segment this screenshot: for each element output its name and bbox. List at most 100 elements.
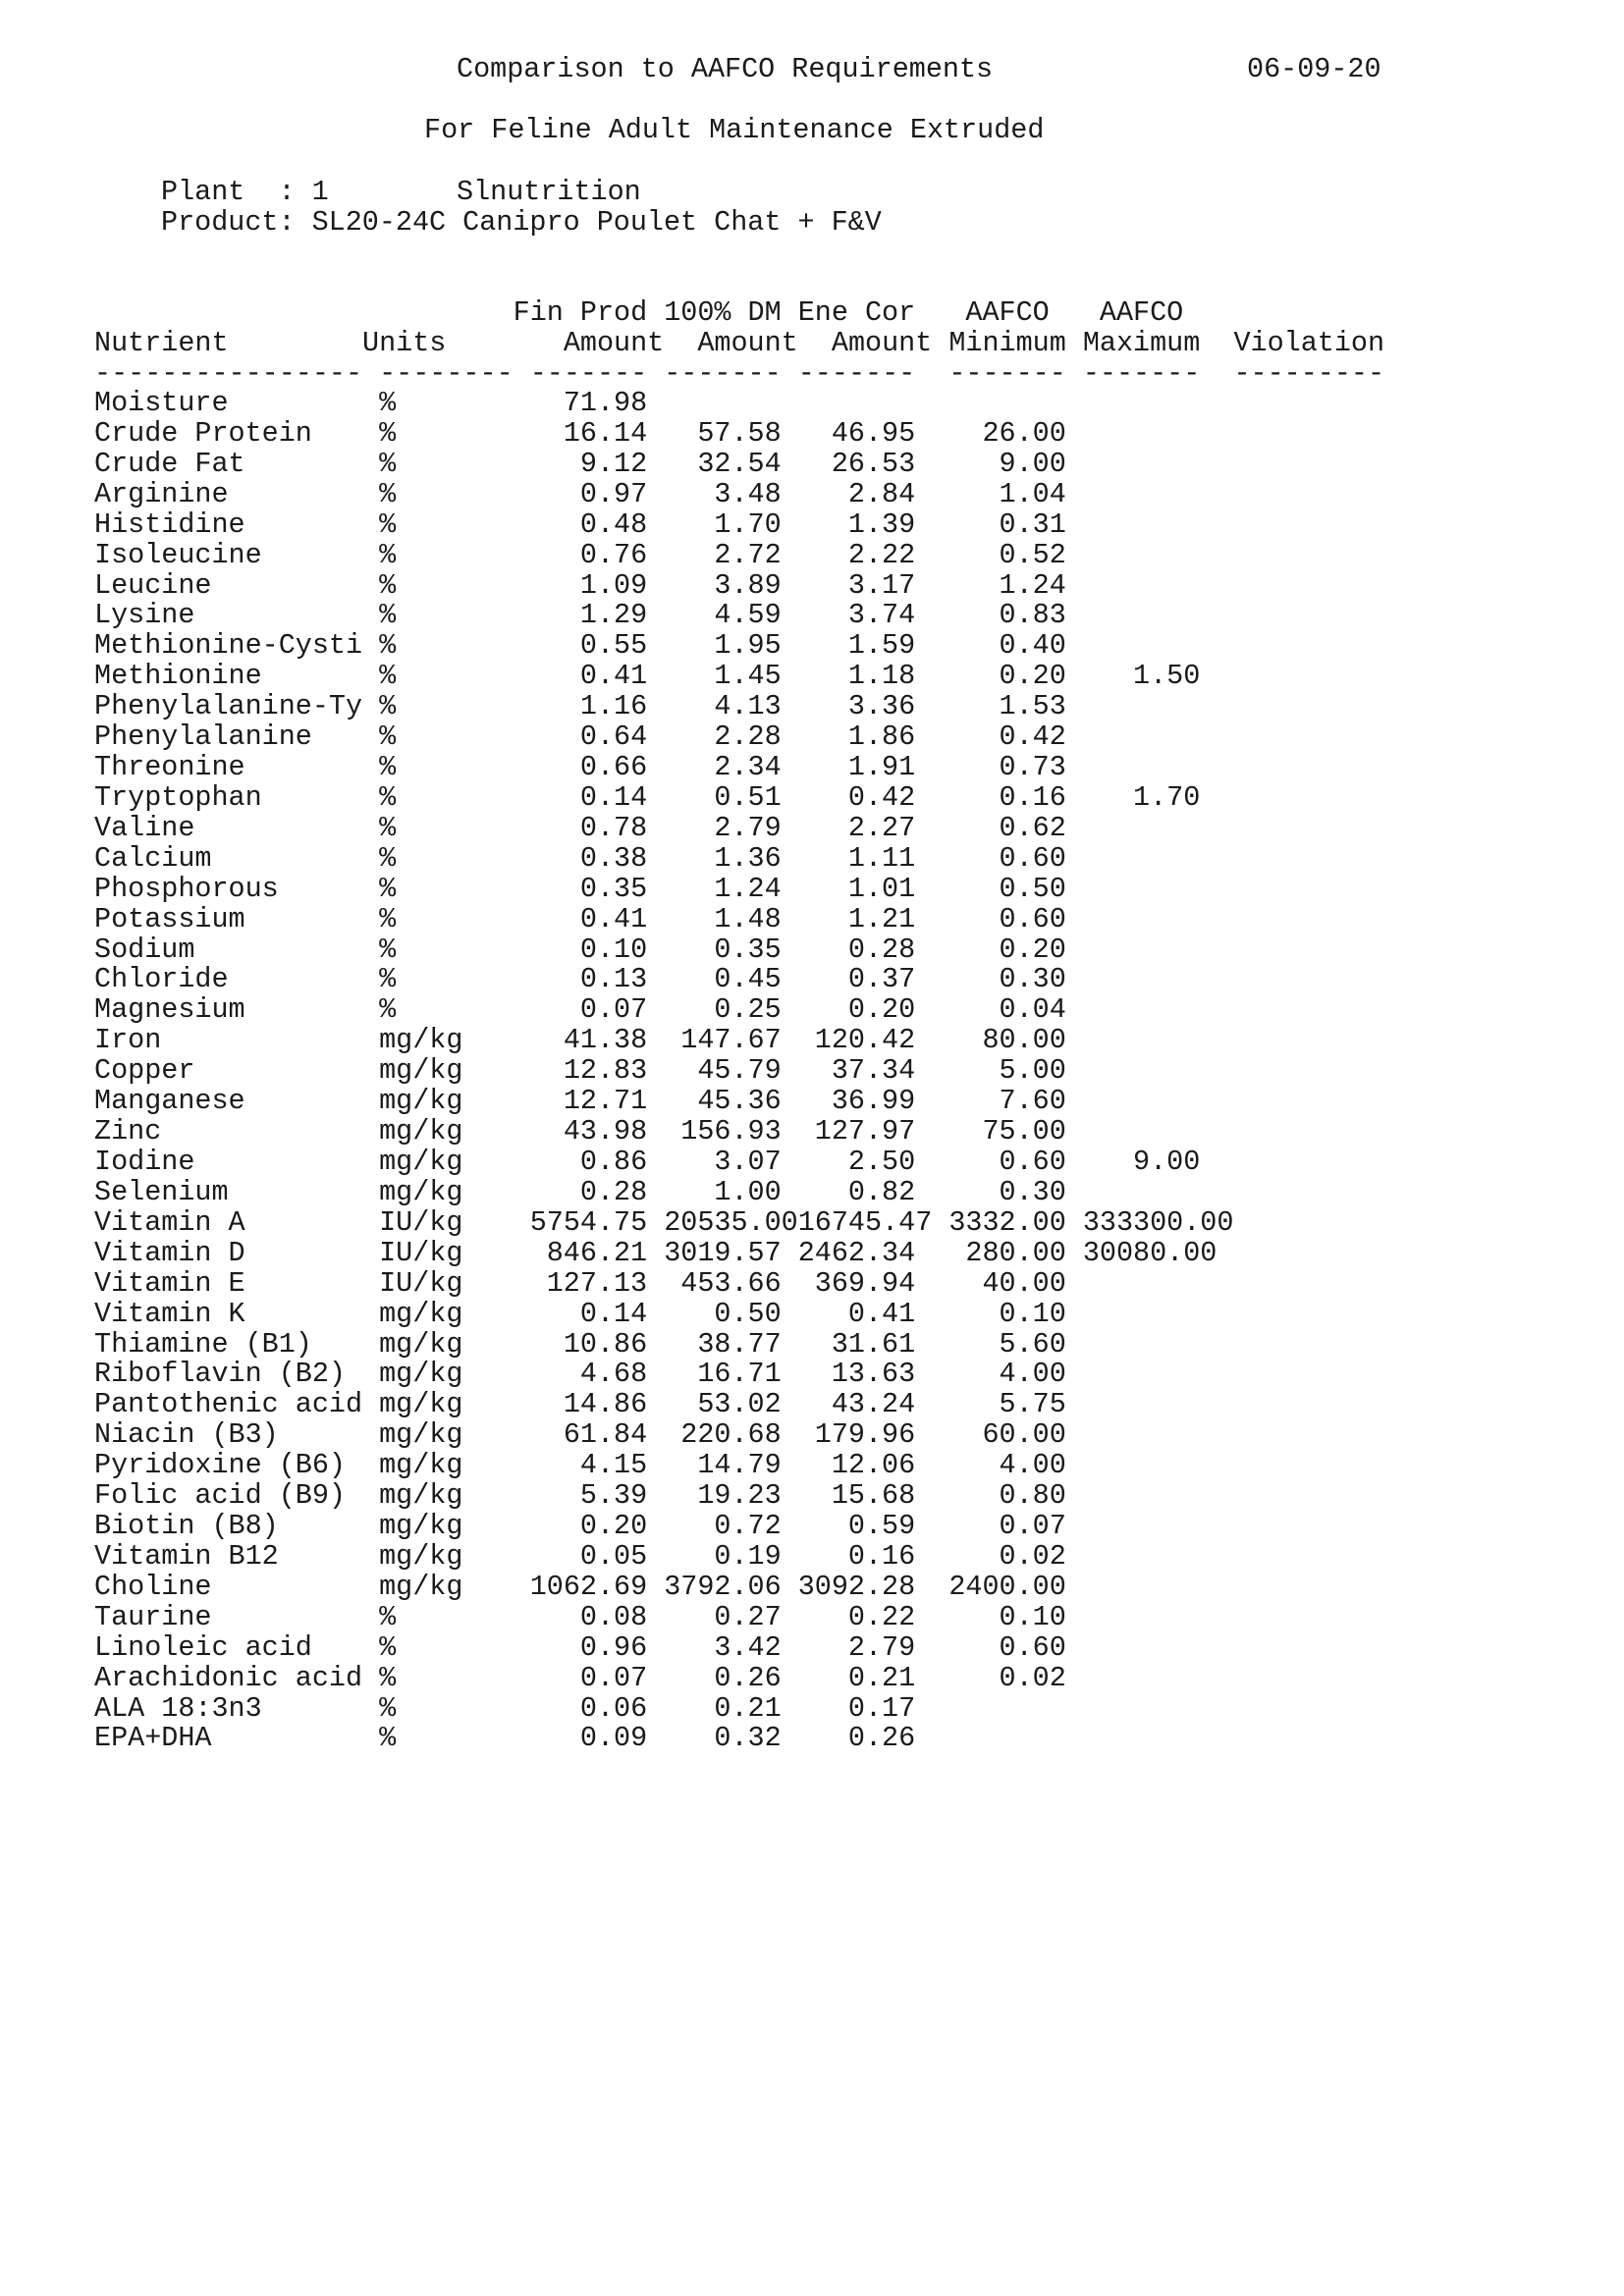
- nutrient: Tryptophan: [94, 780, 262, 814]
- table-row: Phenylalanine-Ty% 1.16 4.13 3.36 1.53: [94, 691, 1384, 721]
- aafco-minimum: 0.80: [999, 1479, 1066, 1513]
- dm-amount: 57.58: [697, 416, 782, 450]
- dm-amount: 0.72: [714, 1510, 782, 1543]
- table-row: Linoleic acid% 0.96 3.42 2.79 0.60: [94, 1632, 1384, 1663]
- table-row: Zinc mg/kg 43.98 156.93 127.97 75.00: [94, 1116, 1384, 1147]
- aafco-minimum: 0.62: [999, 811, 1066, 844]
- fin-prod-amount: 61.84: [563, 1418, 648, 1452]
- fin-prod-amount: 1.16: [579, 690, 648, 723]
- table-row: Vitamin D IU/kg 846.21 3019.57 2462.34 280.00…: [94, 1238, 1384, 1268]
- dm-amount: 156.93: [680, 1115, 782, 1148]
- nutrient: Lysine: [94, 599, 195, 632]
- aafco-minimum: 0.02: [999, 1539, 1066, 1573]
- fin-prod-amount: 5754.75: [529, 1205, 648, 1239]
- dm-amount: 3792.06: [664, 1570, 782, 1603]
- aafco-minimum: 3332.00: [948, 1205, 1066, 1239]
- nutrient: Biotin (B8): [94, 1510, 279, 1543]
- ene-cor-amount: 3092.28: [797, 1570, 916, 1603]
- dm-amount: 4.13: [714, 690, 782, 723]
- fin-prod-amount: 43.98: [563, 1115, 648, 1148]
- table-row: Crude Fat% 9.12 32.54 26.53 9.00: [94, 449, 1384, 479]
- aafco-minimum: 280.00: [965, 1236, 1066, 1269]
- ene-cor-amount: 46.95: [831, 416, 916, 450]
- ene-cor-amount: 36.99: [831, 1085, 916, 1118]
- ene-cor-amount: 37.34: [831, 1054, 916, 1088]
- ene-cor-amount: 1.59: [847, 629, 916, 663]
- ene-cor-amount: 120.42: [814, 1024, 916, 1057]
- units: mg/kg: [379, 1115, 463, 1148]
- dm-amount: 45.79: [697, 1054, 782, 1088]
- dm-amount: 1.48: [714, 902, 782, 935]
- ene-cor-amount: 12.06: [831, 1449, 916, 1482]
- table-row: Valine% 0.78 2.79 2.27 0.62: [94, 813, 1384, 843]
- aafco-minimum: 0.07: [999, 1510, 1066, 1543]
- nutrient: Iron: [94, 1024, 162, 1057]
- dm-amount: 1.00: [714, 1175, 782, 1208]
- ene-cor-amount: 15.68: [831, 1479, 916, 1513]
- fin-prod-amount: 0.14: [579, 780, 648, 814]
- fin-prod-amount: 0.05: [579, 1539, 648, 1573]
- nutrient: Moisture: [94, 387, 229, 419]
- units: IU/kg: [379, 1266, 463, 1300]
- aafco-minimum: 80.00: [982, 1024, 1066, 1057]
- fin-prod-amount: 0.97: [579, 477, 648, 510]
- ene-cor-amount: 2462.34: [797, 1236, 916, 1269]
- fin-prod-amount: 0.41: [579, 902, 648, 935]
- nutrient: Phenylalanine: [94, 721, 312, 754]
- units: mg/kg: [379, 1175, 463, 1208]
- ene-cor-amount: 1.18: [847, 660, 916, 693]
- table-row: Vitamin E IU/kg 127.13 453.66 369.94 40.00: [94, 1268, 1384, 1299]
- aafco-minimum: 0.31: [999, 507, 1066, 541]
- aafco-minimum: 9.00: [999, 447, 1066, 480]
- plant-name: Slnutrition: [457, 176, 641, 208]
- nutrient: Pyridoxine (B6): [94, 1449, 346, 1482]
- fin-prod-amount: 0.28: [579, 1175, 648, 1208]
- ene-cor-amount: 26.53: [831, 447, 916, 480]
- table-row: Biotin (B8) mg/kg 0.20 0.72 0.59 0.07: [94, 1511, 1384, 1541]
- aafco-minimum: 75.00: [982, 1115, 1066, 1148]
- fin-prod-amount: 12.71: [563, 1085, 648, 1118]
- fin-prod-amount: 0.35: [579, 872, 648, 905]
- nutrient: Methionine: [94, 660, 262, 693]
- aafco-minimum: 0.83: [999, 599, 1066, 632]
- fin-prod-amount: 0.20: [579, 1510, 648, 1543]
- nutrient: Chloride: [94, 963, 229, 996]
- dm-amount: 2.34: [714, 751, 782, 784]
- units: %: [379, 507, 397, 541]
- ene-cor-amount: 1.86: [847, 721, 916, 754]
- units: %: [379, 963, 397, 996]
- nutrient: Crude Fat: [94, 447, 245, 480]
- units: mg/kg: [379, 1449, 463, 1482]
- table-row: Histidine% 0.48 1.70 1.39 0.31: [94, 509, 1384, 540]
- nutrient: Arachidonic acid: [94, 1661, 363, 1694]
- nutrient: Leucine: [94, 568, 212, 602]
- dm-amount: 2.72: [714, 538, 782, 571]
- table-row: Folic acid (B9) mg/kg 5.39 19.23 15.68 0.80: [94, 1480, 1384, 1511]
- ene-cor-amount: 0.16: [847, 1539, 916, 1573]
- nutrient: Copper: [94, 1054, 195, 1088]
- dm-amount: 3.07: [714, 1146, 782, 1178]
- ene-cor-amount: 1.01: [847, 872, 916, 905]
- aafco-maximum: 1.50: [1133, 660, 1201, 693]
- table-row: Riboflavin (B2) mg/kg 4.68 16.71 13.63 4.00: [94, 1359, 1384, 1389]
- aafco-minimum: 1.53: [999, 690, 1066, 723]
- units: mg/kg: [379, 1327, 463, 1361]
- units: IU/kg: [379, 1205, 463, 1239]
- aafco-minimum: 0.52: [999, 538, 1066, 571]
- ene-cor-amount: 3.74: [847, 599, 916, 632]
- ene-cor-amount: 2.84: [847, 477, 916, 510]
- aafco-minimum: 0.50: [999, 872, 1066, 905]
- table-row: Chloride% 0.13 0.45 0.37 0.30: [94, 964, 1384, 994]
- fin-prod-amount: 4.15: [579, 1449, 648, 1482]
- dm-amount: 14.79: [697, 1449, 782, 1482]
- aafco-minimum: 0.20: [999, 660, 1066, 693]
- dm-amount: 16.71: [697, 1358, 782, 1391]
- units: %: [379, 872, 397, 905]
- dm-amount: 0.45: [714, 963, 782, 996]
- units: mg/kg: [379, 1085, 463, 1118]
- table-header-line2: Nutrient Units Amount Amount Amount Mini…: [94, 327, 1385, 359]
- units: mg/kg: [379, 1024, 463, 1057]
- fin-prod-amount: 14.86: [563, 1388, 648, 1421]
- units: %: [379, 538, 397, 571]
- plant-label: Plant : 1: [161, 176, 329, 208]
